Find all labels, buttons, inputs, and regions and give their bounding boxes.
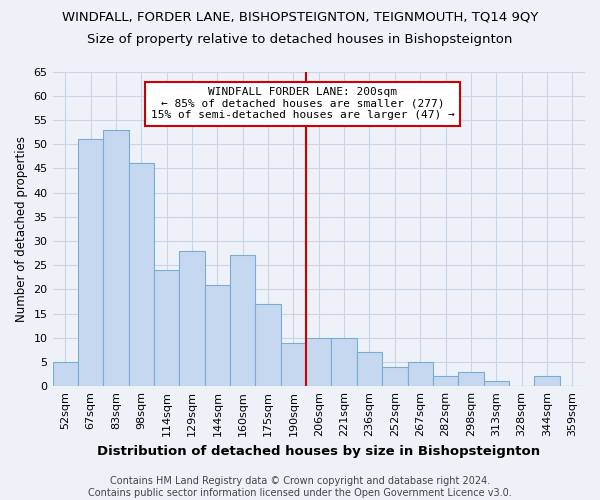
Bar [53,362,78,386]
Text: Contains HM Land Registry data © Crown copyright and database right 2024.
Contai: Contains HM Land Registry data © Crown c… [88,476,512,498]
Bar [205,284,230,386]
X-axis label: Distribution of detached houses by size in Bishopsteignton: Distribution of detached houses by size … [97,444,541,458]
Bar [382,367,407,386]
Bar [484,382,509,386]
Y-axis label: Number of detached properties: Number of detached properties [15,136,28,322]
Bar [407,362,433,386]
Text: WINDFALL FORDER LANE: 200sqm
← 85% of detached houses are smaller (277)
15% of s: WINDFALL FORDER LANE: 200sqm ← 85% of de… [151,87,455,120]
Bar [154,270,179,386]
Text: WINDFALL, FORDER LANE, BISHOPSTEIGNTON, TEIGNMOUTH, TQ14 9QY: WINDFALL, FORDER LANE, BISHOPSTEIGNTON, … [62,10,538,23]
Bar [331,338,357,386]
Text: Size of property relative to detached houses in Bishopsteignton: Size of property relative to detached ho… [88,32,512,46]
Bar [433,376,458,386]
Bar [78,140,103,386]
Bar [306,338,331,386]
Bar [458,372,484,386]
Bar [230,256,256,386]
Bar [103,130,128,386]
Bar [128,164,154,386]
Bar [281,342,306,386]
Bar [256,304,281,386]
Bar [179,250,205,386]
Bar [357,352,382,386]
Bar [534,376,560,386]
